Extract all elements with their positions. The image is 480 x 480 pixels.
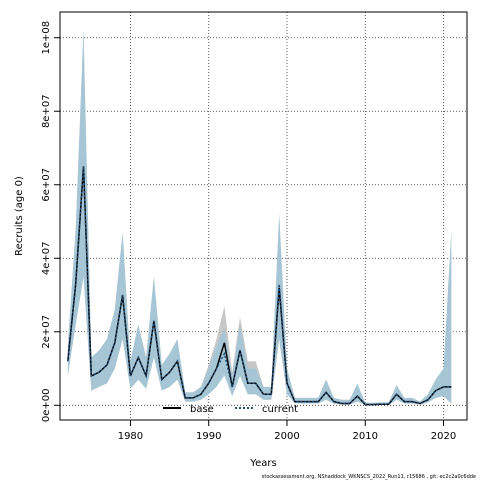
y-tick-label: 8e+07 — [41, 94, 52, 128]
x-tick-label: 1990 — [196, 431, 221, 442]
y-tick-label: 1e+08 — [41, 21, 52, 55]
plot-frame — [59, 11, 468, 421]
grid-lines — [60, 12, 467, 420]
current-band — [67, 30, 452, 405]
y-axis-title: Recruits (age 0) — [14, 176, 25, 256]
y-tick-label: 0e+00 — [41, 388, 52, 422]
x-tick-label: 2010 — [353, 431, 378, 442]
footer-credit: stockassessment.org, NShaddock_WKNSCS_20… — [262, 474, 476, 480]
confidence-bands — [67, 30, 452, 405]
current-line — [67, 166, 452, 406]
x-axis: 1980 1990 2000 2010 2020 — [118, 420, 456, 442]
legend: base current — [163, 404, 298, 415]
x-tick-label: 2020 — [431, 431, 456, 442]
x-axis-title: Years — [249, 458, 276, 469]
x-tick-label: 2000 — [274, 431, 299, 442]
x-tick-label: 1980 — [118, 431, 143, 442]
y-tick-label: 2e+07 — [41, 315, 52, 349]
legend-current-label: current — [262, 404, 298, 415]
y-tick-label: 4e+07 — [41, 241, 52, 275]
y-axis: 0e+00 2e+07 4e+07 6e+07 8e+07 1e+08 — [41, 21, 60, 422]
legend-base-label: base — [190, 404, 214, 415]
y-tick-label: 6e+07 — [41, 168, 52, 202]
series-lines — [67, 166, 452, 406]
